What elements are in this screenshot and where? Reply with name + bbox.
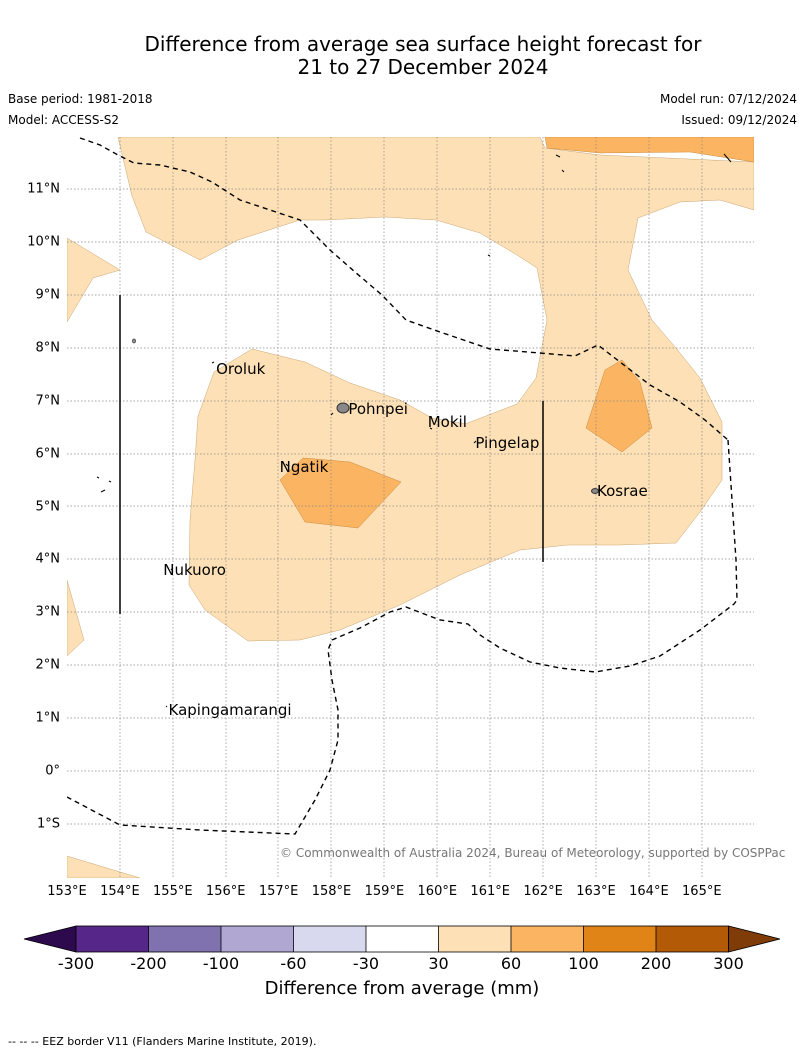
island-mark [96,476,112,493]
colorbar-tick-label: 200 [640,954,672,973]
latitude-label: 2°N [35,657,61,673]
latitude-label: 1°N [35,710,61,726]
colorbar-outline [75,925,729,953]
longitude-label: 153°E [47,884,87,899]
colorbar-segment [656,926,729,952]
colorbar-tick-label: -60 [280,954,307,973]
colorbar-tick-label: -100 [202,954,240,973]
eez-borders [67,137,738,835]
colorbar-segment [293,926,366,952]
colorbar [23,925,781,953]
issued-date: Issued: 09/12/2024 [681,113,797,127]
base-period: Base period: 1981-2018 [8,92,153,106]
place-label: Oroluk [216,359,266,378]
copyright-notice: © Commonwealth of Australia 2024, Bureau… [280,846,786,860]
place-label: Kapingamarangi [168,701,292,720]
anomaly-region-medium-ngatik [279,457,402,529]
colorbar-under-triangle [23,925,77,953]
anomaly-region-light-west-2 [67,579,85,657]
eez-legend-note: -- -- -- EEZ border V11 (Flanders Marine… [8,1035,317,1048]
longitude-label: 154°E [100,884,140,899]
longitude-label: 159°E [364,884,405,899]
latitude-label: 9°N [35,287,61,303]
longitude-label: 164°E [629,884,669,899]
eez-border-north [79,137,729,441]
longitude-label: 163°E [576,884,616,899]
place-label: Kosrae [597,481,648,500]
colorbar-segment [511,926,584,952]
colorbar-tick-label: -30 [352,954,380,973]
title-line-1: Difference from average sea surface heig… [144,32,702,56]
anomaly-region-light-west-1 [67,237,121,323]
colorbar-tick-label: 30 [428,954,449,973]
longitude-label: 157°E [258,884,299,899]
latitude-label: 8°N [35,340,61,356]
anomaly-fields [67,137,754,878]
colorbar-segment [148,926,221,952]
place-label: Pingelap [475,434,540,453]
model-name: Model: ACCESS-S2 [8,113,120,127]
islands [96,153,732,708]
model-run: Model run: 07/12/2024 [659,92,797,106]
island-mark [487,153,732,257]
anomaly-region-light [117,137,754,642]
colorbar-tick-label: 100 [568,954,599,973]
colorbar-tick-label: 300 [713,954,744,973]
latitude-label: 3°N [35,604,61,620]
latitude-label: 10°N [27,234,60,250]
anomaly-region-medium-north [544,137,754,163]
grid-lines [67,137,754,878]
island-mark [165,361,477,708]
longitude-label: 161°E [470,884,510,899]
colorbar-tick-label: 60 [500,954,522,973]
latitude-label: 7°N [35,393,61,409]
colorbar-tick-label: -300 [57,954,95,973]
longitude-label: 156°E [205,884,246,899]
pohnpei-island [336,402,350,414]
latitude-label: 4°N [35,551,61,567]
place-label: Ngatik [279,457,329,476]
longitude-label: 155°E [153,884,193,899]
island-mark [132,338,136,344]
colorbar-segment [76,926,149,952]
longitude-label: 165°E [682,884,722,899]
longitude-label: 158°E [311,884,352,899]
colorbar-over-triangle [728,925,781,953]
anomaly-region-medium-kosrae [585,359,653,453]
place-label: Mokil [427,412,467,431]
colorbar-segment [221,926,294,952]
colorbar-segment [438,926,511,952]
latitude-label: 6°N [35,446,61,462]
place-label: Nukuoro [163,560,226,579]
latitude-label: 1°S [36,816,60,832]
place-label: Pohnpei [348,399,408,418]
colorbar-label: Difference from average (mm) [264,978,540,999]
anomaly-region-light-south [67,855,141,878]
latitude-label: 11°N [27,181,60,197]
colorbar-segment [366,926,439,952]
kosrae-island [591,488,599,494]
latitude-label: 5°N [35,499,61,514]
colorbar-tick-label: -200 [130,954,167,973]
map-title: Difference from average sea surface heig… [0,33,804,79]
title-line-2: 21 to 27 December 2024 [297,55,549,79]
colorbar-segment [583,926,656,952]
longitude-label: 162°E [523,884,563,899]
eez-border-east [67,439,738,835]
latitude-label: 0° [45,763,60,779]
longitude-label: 160°E [417,884,458,899]
